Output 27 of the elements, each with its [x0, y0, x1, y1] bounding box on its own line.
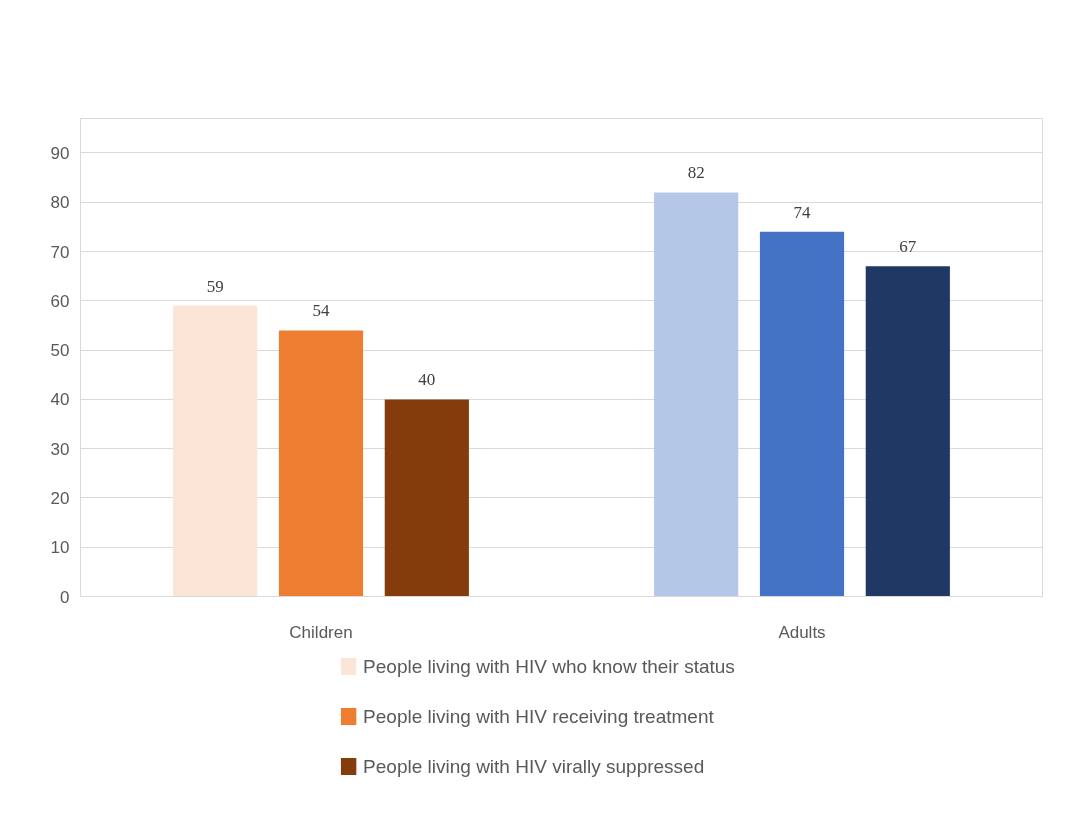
y-tick-label: 40	[50, 390, 70, 410]
y-tick-label: 30	[50, 439, 70, 459]
bar	[654, 192, 739, 597]
y-tick-label: 20	[50, 488, 70, 508]
data-label: 59	[206, 276, 224, 296]
bar	[384, 399, 469, 597]
bar	[865, 266, 950, 597]
data-label: 54	[312, 301, 330, 321]
bar	[759, 231, 845, 597]
legend-label: People living with HIV receiving treatment	[363, 706, 715, 727]
y-tick-label: 10	[50, 538, 70, 558]
x-tick-label: Adults	[778, 622, 826, 642]
bar	[173, 305, 258, 597]
bar	[278, 330, 364, 597]
legend-label: People living with HIV virally suppressed	[363, 756, 705, 777]
legend-label: People living with HIV who know their status	[363, 656, 735, 677]
y-tick-label: 80	[50, 193, 70, 213]
y-tick-label: 50	[50, 341, 70, 361]
y-tick-label: 70	[50, 242, 70, 262]
x-tick-label: Children	[289, 622, 353, 642]
y-tick-label: 0	[60, 587, 70, 607]
y-tick-label: 60	[50, 291, 70, 311]
data-label: 40	[418, 370, 436, 390]
y-tick-label: 90	[50, 143, 70, 163]
data-label: 82	[687, 163, 705, 183]
data-label: 67	[899, 237, 917, 257]
data-label: 74	[793, 202, 811, 222]
